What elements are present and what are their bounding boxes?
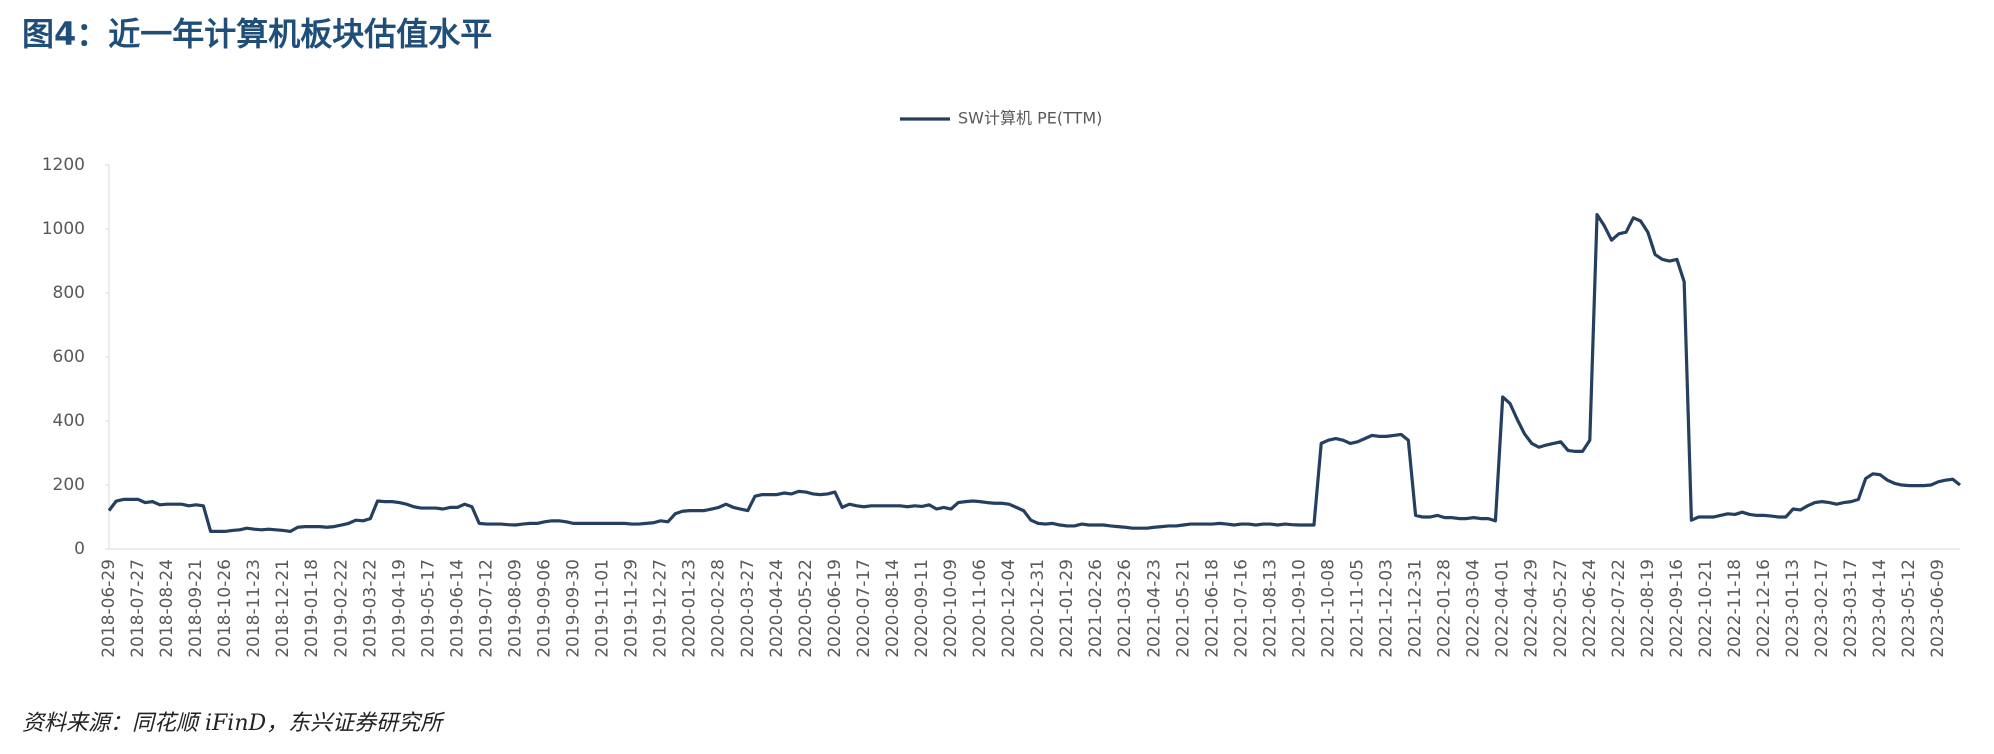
x-tick-label: 2020-11-06 bbox=[970, 559, 990, 658]
x-tick-label: 2019-03-22 bbox=[360, 559, 380, 658]
x-tick-label: 2019-02-22 bbox=[331, 559, 351, 658]
x-tick-label: 2021-02-26 bbox=[1086, 559, 1106, 658]
y-tick-label: 1200 bbox=[42, 155, 85, 175]
x-tick-label: 2021-01-29 bbox=[1057, 559, 1077, 658]
x-tick-label: 2018-09-21 bbox=[186, 559, 206, 658]
x-tick-label: 2020-01-23 bbox=[680, 559, 700, 658]
x-tick-label: 2019-09-30 bbox=[564, 559, 584, 658]
x-tick-label: 2020-10-09 bbox=[941, 559, 961, 658]
x-tick-label: 2022-05-27 bbox=[1551, 559, 1571, 658]
x-tick-label: 2019-08-09 bbox=[505, 559, 525, 658]
y-tick-label: 1000 bbox=[42, 219, 85, 239]
x-tick-label: 2019-11-29 bbox=[622, 559, 642, 658]
x-tick-label: 2020-09-11 bbox=[912, 559, 932, 658]
x-tick-label: 2018-10-26 bbox=[215, 559, 235, 658]
x-tick-label: 2020-02-28 bbox=[709, 559, 729, 658]
x-tick-label: 2022-08-19 bbox=[1638, 559, 1658, 658]
x-tick-label: 2021-04-23 bbox=[1144, 559, 1164, 658]
x-tick-label: 2020-05-22 bbox=[796, 559, 816, 658]
x-tick-label: 2023-04-14 bbox=[1870, 559, 1890, 658]
x-tick-label: 2021-11-05 bbox=[1348, 559, 1368, 658]
x-tick-label: 2020-08-14 bbox=[883, 559, 903, 658]
x-tick-label: 2022-04-01 bbox=[1493, 559, 1513, 658]
x-tick-label: 2021-07-16 bbox=[1231, 559, 1251, 658]
x-tick-label: 2020-12-31 bbox=[1028, 559, 1048, 658]
x-tick-label: 2020-03-27 bbox=[738, 559, 758, 658]
x-tick-label: 2021-12-03 bbox=[1377, 559, 1397, 658]
x-tick-label: 2023-05-12 bbox=[1899, 559, 1919, 658]
x-tick-label: 2023-03-17 bbox=[1841, 559, 1861, 658]
x-tick-label: 2020-06-19 bbox=[825, 559, 845, 658]
x-tick-label: 2022-01-28 bbox=[1435, 559, 1455, 658]
x-tick-label: 2019-11-01 bbox=[593, 559, 613, 658]
x-tick-label: 2019-12-27 bbox=[651, 559, 671, 658]
x-tick-label: 2019-06-14 bbox=[447, 559, 467, 658]
x-tick-label: 2021-12-31 bbox=[1406, 559, 1426, 658]
x-tick-label: 2023-06-09 bbox=[1928, 559, 1948, 658]
y-tick-label: 600 bbox=[53, 347, 85, 367]
x-tick-label: 2022-09-16 bbox=[1667, 559, 1687, 658]
x-tick-label: 2018-07-27 bbox=[128, 559, 148, 658]
x-tick-label: 2019-05-17 bbox=[418, 559, 438, 658]
x-tick-label: 2022-11-18 bbox=[1725, 559, 1745, 658]
x-tick-label: 2018-06-29 bbox=[99, 559, 119, 658]
x-tick-label: 2023-01-13 bbox=[1783, 559, 1803, 658]
y-tick-label: 200 bbox=[53, 475, 85, 495]
y-tick-label: 0 bbox=[74, 539, 85, 559]
x-tick-label: 2018-12-21 bbox=[273, 559, 293, 658]
x-tick-label: 2020-12-04 bbox=[999, 559, 1019, 658]
x-tick-label: 2021-05-21 bbox=[1173, 559, 1193, 658]
x-tick-label: 2021-09-10 bbox=[1289, 559, 1309, 658]
x-tick-label: 2021-06-18 bbox=[1202, 559, 1222, 658]
x-tick-label: 2021-03-26 bbox=[1115, 559, 1135, 658]
chart-title: 图4：近一年计算机板块估值水平 bbox=[22, 15, 492, 53]
x-tick-label: 2020-07-17 bbox=[854, 559, 874, 658]
y-tick-label: 800 bbox=[53, 283, 85, 303]
x-tick-label: 2022-06-24 bbox=[1580, 559, 1600, 658]
x-tick-label: 2019-07-12 bbox=[476, 559, 496, 658]
x-tick-label: 2021-10-08 bbox=[1318, 559, 1338, 658]
x-tick-label: 2022-10-21 bbox=[1696, 559, 1716, 658]
x-tick-label: 2021-08-13 bbox=[1260, 559, 1280, 658]
x-tick-label: 2022-12-16 bbox=[1754, 559, 1774, 658]
x-tick-label: 2020-04-24 bbox=[767, 559, 787, 658]
source-note: 资料来源：同花顺 iFinD，东兴证券研究所 bbox=[22, 711, 445, 736]
x-tick-label: 2022-03-04 bbox=[1464, 559, 1484, 658]
x-tick-label: 2019-04-19 bbox=[389, 559, 409, 658]
x-tick-label: 2019-01-18 bbox=[302, 559, 322, 658]
x-tick-label: 2023-02-17 bbox=[1812, 559, 1832, 658]
x-tick-label: 2018-11-23 bbox=[244, 559, 264, 658]
x-tick-label: 2022-07-22 bbox=[1609, 559, 1629, 658]
x-tick-label: 2022-04-29 bbox=[1522, 559, 1542, 658]
x-tick-label: 2019-09-06 bbox=[535, 559, 555, 658]
x-tick-label: 2018-08-24 bbox=[157, 559, 177, 658]
legend-label: SW计算机 PE(TTM) bbox=[958, 109, 1102, 128]
y-tick-label: 400 bbox=[53, 411, 85, 431]
data-line bbox=[107, 213, 1961, 533]
